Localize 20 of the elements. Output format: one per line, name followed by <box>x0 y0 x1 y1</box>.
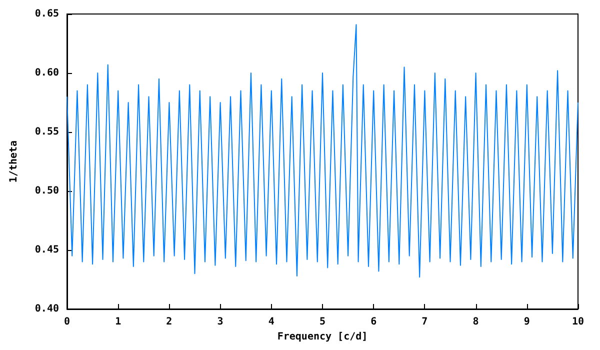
x-tick-label: 10 <box>572 316 584 328</box>
y-axis-title: 1/theta <box>8 140 20 183</box>
y-tick-label: 0.65 <box>34 8 59 20</box>
x-tick-label: 6 <box>370 316 377 328</box>
x-tick-label: 5 <box>319 316 326 328</box>
line-series <box>66 24 578 278</box>
x-tick-label: 4 <box>268 316 274 328</box>
x-tick-label: 7 <box>422 316 428 328</box>
x-tick-label: 3 <box>217 316 224 328</box>
x-tick-label: 8 <box>472 316 479 328</box>
y-tick-label: 0.45 <box>34 244 59 256</box>
y-tick-label: 0.55 <box>34 126 59 138</box>
y-tick-label: 0.40 <box>34 304 59 314</box>
x-tick-label: 9 <box>524 316 530 328</box>
x-tick-label: 0 <box>64 316 70 328</box>
x-tick-label: 2 <box>166 316 172 328</box>
x-tick-label: 1 <box>115 316 122 328</box>
y-tick-label: 0.50 <box>34 186 59 196</box>
x-axis-title: Frequency [c/d] <box>277 331 368 342</box>
y-tick-label: 0.60 <box>34 68 59 78</box>
